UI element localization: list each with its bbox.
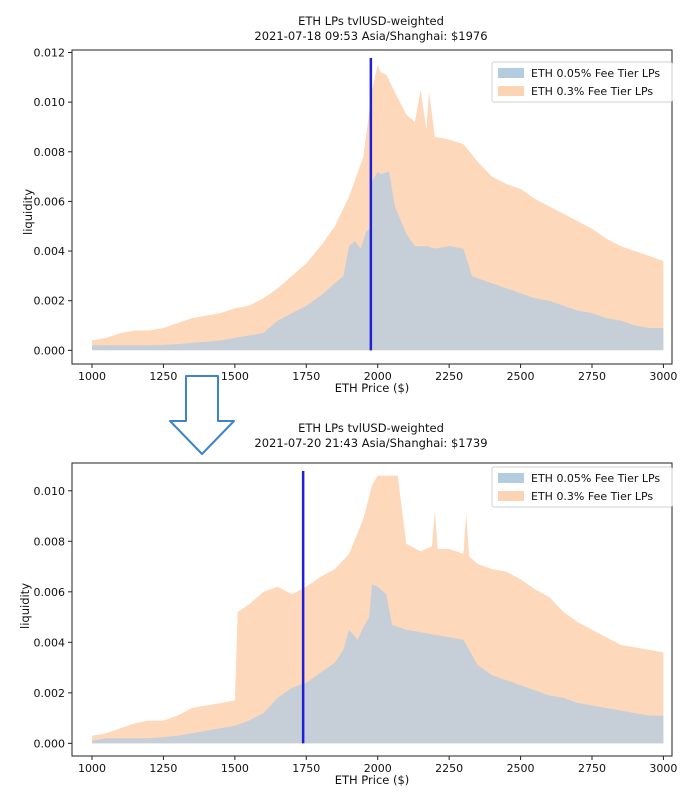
legend-box [491,61,673,103]
chart-bottom: ETH LPs tvlUSD-weighted 2021-07-20 21:43… [18,421,677,787]
y-tick-label: 0.004 [34,636,66,649]
x-tick-label: 3000 [649,762,677,775]
chart-subtitle: 2021-07-18 09:53 Asia/Shanghai: $1976 [254,29,487,43]
legend-swatch-fee03 [498,491,524,501]
y-tick-label: 0.012 [34,46,66,59]
x-tick-label: 2500 [507,762,535,775]
x-axis-label: ETH Price ($) [335,381,410,395]
chart-title: ETH LPs tvlUSD-weighted [298,421,444,435]
plot-frame [71,462,673,757]
x-tick-label: 2000 [364,762,392,775]
legend: ETH 0.05% Fee Tier LPs ETH 0.3% Fee Tier… [491,61,673,103]
x-tick-label: 1250 [149,762,177,775]
x-tick-label: 2500 [507,370,535,383]
legend-box [491,466,673,508]
legend-label-fee005: ETH 0.05% Fee Tier LPs [531,67,660,80]
chart-top: ETH LPs tvlUSD-weighted 2021-07-18 09:53… [21,14,677,395]
x-tick-label: 2250 [435,370,463,383]
plot-area: 1000 1250 1500 1750 2000 2250 2500 2750 3000 0.00… [34,462,677,775]
y-tick-label: 0.010 [34,96,66,109]
y-axis-label: liquidity [18,583,32,629]
y-tick-label: 0.002 [34,687,66,700]
series-fee005-area [92,171,664,351]
legend-label-fee03: ETH 0.3% Fee Tier LPs [531,490,653,503]
x-tick-label: 2250 [435,762,463,775]
y-tick-label: 0.010 [34,485,66,498]
down-arrow-icon [169,375,235,455]
y-tick-label: 0.008 [34,146,66,159]
y-tick-label: 0.002 [34,295,66,308]
legend-swatch-fee005 [498,473,524,483]
y-tick-label: 0.006 [34,586,66,599]
x-tick-label: 1750 [292,370,320,383]
x-axis-label: ETH Price ($) [335,773,410,787]
chart-subtitle: 2021-07-20 21:43 Asia/Shanghai: $1739 [254,436,487,450]
y-tick-label: 0.004 [34,245,66,258]
y-tick-label: 0.008 [34,535,66,548]
x-tick-label: 1500 [221,370,249,383]
y-axis-label: liquidity [21,189,35,235]
y-tick-label: 0.000 [34,737,66,750]
y-tick-label: 0.000 [34,344,66,357]
x-tick-label: 2000 [364,370,392,383]
legend-swatch-fee005 [498,68,524,78]
chart-title: ETH LPs tvlUSD-weighted [298,14,444,28]
x-tick-label: 1500 [221,762,249,775]
x-tick-label: 3000 [649,370,677,383]
x-tick-label: 2750 [578,370,606,383]
legend: ETH 0.05% Fee Tier LPs ETH 0.3% Fee Tier… [491,466,673,508]
plot-frame [71,49,673,365]
x-tick-label: 1750 [292,762,320,775]
y-tick-label: 0.006 [34,195,66,208]
plot-area: 1000 1250 1500 1750 2000 2250 2500 2750 3000 0.00… [34,46,678,383]
legend-label-fee005: ETH 0.05% Fee Tier LPs [531,472,660,485]
series-fee005-area [92,584,664,744]
x-tick-label: 2750 [578,762,606,775]
legend-swatch-fee03 [498,86,524,96]
x-tick-label: 1000 [78,762,106,775]
legend-label-fee03: ETH 0.3% Fee Tier LPs [531,85,653,98]
x-tick-label: 1250 [149,370,177,383]
x-tick-label: 1000 [78,370,106,383]
